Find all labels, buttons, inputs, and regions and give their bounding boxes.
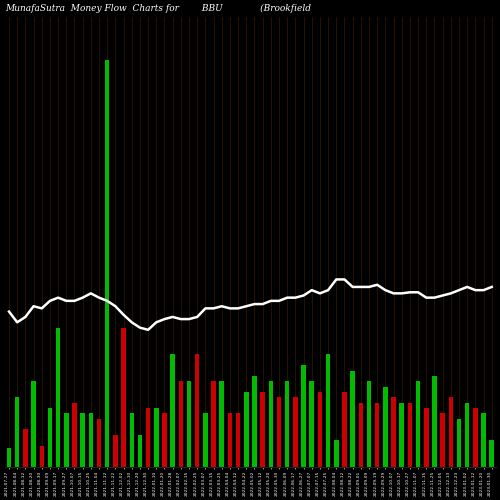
Bar: [285, 381, 290, 467]
Bar: [80, 414, 85, 467]
Bar: [244, 392, 248, 467]
Bar: [48, 408, 52, 467]
Bar: [260, 392, 265, 467]
Bar: [32, 381, 36, 467]
Bar: [490, 440, 494, 467]
Bar: [195, 354, 200, 467]
Bar: [64, 414, 68, 467]
Bar: [113, 435, 117, 467]
Bar: [228, 414, 232, 467]
Bar: [203, 414, 207, 467]
Bar: [408, 402, 412, 467]
Bar: [416, 381, 420, 467]
Bar: [350, 370, 355, 467]
Bar: [162, 414, 166, 467]
Bar: [170, 354, 175, 467]
Bar: [268, 381, 273, 467]
Bar: [392, 398, 396, 467]
Bar: [122, 328, 126, 467]
Bar: [105, 60, 110, 467]
Bar: [154, 408, 158, 467]
Bar: [15, 398, 20, 467]
Bar: [236, 414, 240, 467]
Bar: [482, 414, 486, 467]
Bar: [440, 414, 445, 467]
Bar: [448, 398, 453, 467]
Bar: [72, 402, 76, 467]
Bar: [383, 386, 388, 467]
Bar: [212, 381, 216, 467]
Bar: [310, 381, 314, 467]
Bar: [318, 392, 322, 467]
Bar: [277, 398, 281, 467]
Bar: [220, 381, 224, 467]
Bar: [367, 381, 372, 467]
Bar: [293, 398, 298, 467]
Bar: [302, 365, 306, 467]
Bar: [326, 354, 330, 467]
Bar: [375, 402, 380, 467]
Bar: [138, 435, 142, 467]
Bar: [56, 328, 60, 467]
Bar: [342, 392, 346, 467]
Bar: [40, 446, 44, 467]
Bar: [7, 448, 12, 467]
Bar: [424, 408, 428, 467]
Bar: [130, 414, 134, 467]
Bar: [146, 408, 150, 467]
Bar: [334, 440, 338, 467]
Bar: [358, 402, 363, 467]
Bar: [465, 402, 469, 467]
Bar: [97, 419, 102, 467]
Text: MunafaSutra  Money Flow  Charts for        BBU             (Brookfield: MunafaSutra Money Flow Charts for BBU (B…: [5, 4, 311, 14]
Bar: [88, 414, 93, 467]
Bar: [23, 430, 28, 467]
Bar: [473, 408, 478, 467]
Bar: [178, 381, 183, 467]
Bar: [252, 376, 256, 467]
Bar: [400, 402, 404, 467]
Bar: [457, 419, 462, 467]
Bar: [187, 381, 192, 467]
Bar: [432, 376, 436, 467]
